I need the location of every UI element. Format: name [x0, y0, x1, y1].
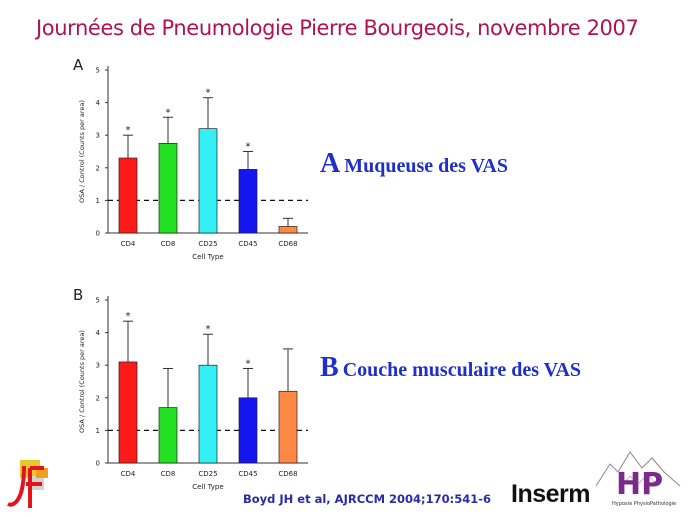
x-tick-label: CD8: [161, 470, 176, 478]
bar-cd4: [118, 361, 138, 464]
y-tick-label: 5: [96, 297, 100, 305]
significance-star: *: [166, 107, 171, 118]
y-tick-label: 4: [96, 99, 101, 107]
y-tick-label: 1: [96, 427, 100, 435]
y-tick-label: 5: [96, 67, 100, 75]
x-tick-label: CD45: [238, 240, 257, 248]
x-tick-label: CD45: [238, 470, 257, 478]
x-tick-label: CD25: [198, 470, 217, 478]
panel-letter: B: [73, 286, 83, 304]
significance-star: *: [206, 88, 211, 99]
x-tick-label: CD4: [121, 240, 136, 248]
y-axis-label: OSA / Control (Counts per area): [78, 100, 86, 203]
significance-star: *: [246, 358, 251, 369]
panel-a-letter: A: [320, 148, 341, 179]
hp-logo-letters: HP: [616, 467, 663, 502]
y-tick-label: 0: [96, 460, 100, 468]
panel-a-label: A Muqueuse des VAS: [320, 148, 508, 180]
bar-cd4: [118, 157, 138, 234]
y-axis-label: OSA / Control (Counts per area): [78, 330, 86, 433]
x-tick-label: CD8: [161, 240, 176, 248]
y-tick-label: 2: [96, 164, 100, 172]
x-tick-label: CD25: [198, 240, 217, 248]
significance-star: *: [246, 142, 251, 153]
y-tick-label: 0: [96, 230, 100, 238]
panel-letter: A: [73, 56, 84, 74]
jf-logo: [7, 460, 48, 508]
bar-cd8: [158, 142, 178, 234]
x-tick-label: CD4: [121, 470, 136, 478]
bar-cd68: [278, 226, 298, 234]
panel-b-label: B Couche musculaire des VAS: [320, 352, 581, 384]
slide-title: Journées de Pneumologie Pierre Bourgeois…: [36, 16, 639, 40]
y-tick-label: 2: [96, 394, 100, 402]
x-tick-label: CD68: [278, 470, 297, 478]
bar-chart-b: B 0 1 2 3 4 5 OSA / Control (Counts per area) * C…: [73, 286, 308, 491]
significance-star: *: [126, 125, 131, 136]
inserm-logo-text: Inserm: [511, 480, 590, 508]
hp-logo-caption: Hypoxie PhysioPathologie: [612, 501, 677, 507]
y-tick-label: 1: [96, 197, 100, 205]
x-axis-label: Cell Type: [192, 483, 223, 491]
x-tick-label: CD68: [278, 240, 297, 248]
panel-a-text: Muqueuse des VAS: [344, 155, 508, 177]
y-tick-label: 3: [96, 132, 100, 140]
bar-cd45: [238, 169, 258, 234]
bar-cd25: [198, 128, 218, 234]
citation: Boyd JH et al, AJRCCM 2004;170:541-6: [243, 492, 492, 506]
panel-b-letter: B: [320, 352, 339, 383]
y-tick-label: 3: [96, 362, 100, 370]
panel-b-text: Couche musculaire des VAS: [342, 359, 582, 381]
bar-cd68: [278, 390, 298, 464]
x-axis-label: Cell Type: [192, 253, 223, 261]
hp-logo: HP: [595, 451, 681, 502]
bar-cd8: [158, 407, 178, 464]
y-tick-label: 4: [96, 329, 101, 337]
bar-chart-a: A 0 1 2 3 4 5 OSA / Control (Counts per area) * C…: [73, 56, 308, 261]
significance-star: *: [206, 324, 211, 335]
significance-star: *: [126, 311, 131, 322]
bar-cd25: [198, 364, 218, 464]
bar-cd45: [238, 397, 258, 464]
inserm-logo: Inserm: [511, 480, 590, 509]
